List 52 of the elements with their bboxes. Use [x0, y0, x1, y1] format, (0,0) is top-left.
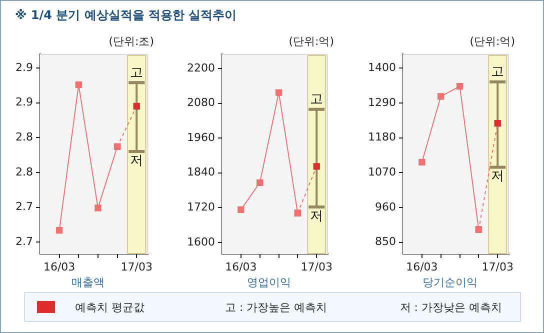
y-axis-title: (단위:억)	[470, 34, 515, 49]
y-tick-label: 850	[375, 235, 396, 248]
point	[438, 93, 444, 100]
y-tick-label: 1840	[187, 166, 215, 179]
y-tick-label: 1400	[368, 61, 396, 74]
point	[56, 226, 63, 234]
y-tick-label: 1290	[368, 96, 396, 109]
point	[418, 158, 426, 166]
point	[256, 179, 264, 186]
point	[456, 82, 464, 90]
point	[275, 89, 282, 96]
text: 저 : 가장낮은 예측치	[400, 300, 502, 315]
y-tick-label: 2.7	[16, 200, 33, 214]
annotation: 고	[491, 64, 504, 80]
x-axis-title: 영업이익	[246, 275, 292, 290]
x-tick-label: 17/03	[120, 260, 152, 274]
x-tick-label: 16/03	[406, 260, 438, 274]
point	[494, 120, 501, 127]
y-tick-label: 2.7	[16, 235, 33, 248]
x-tick-label: 17/03	[300, 260, 332, 274]
annotation: 고	[310, 92, 324, 108]
y-tick-label: 2200	[187, 61, 215, 74]
y-tick-label: 2.8	[16, 165, 33, 178]
y-tick-label: 1600	[187, 235, 215, 248]
annotation: 저	[310, 208, 324, 224]
y-axis-title: (단위:조)	[108, 34, 154, 49]
y-tick-label: 2.9	[16, 60, 33, 74]
y-tick-label: 1070	[368, 166, 396, 179]
point	[133, 102, 140, 110]
y-tick-label: 1720	[187, 200, 215, 214]
y-tick-label: 2.8	[16, 130, 33, 144]
point	[94, 204, 102, 212]
x-tick-label: 16/03	[43, 260, 76, 274]
y-tick-label: 2.9	[16, 96, 33, 109]
point	[313, 163, 320, 170]
annotation: 저	[130, 153, 144, 168]
point	[238, 206, 244, 213]
chart-title: ※ 1/4 분기 예상실적을 적용한 실적추이	[15, 7, 237, 24]
point	[75, 81, 82, 88]
annotation: 저	[491, 169, 504, 184]
y-axis-title: (단위:억)	[288, 34, 334, 49]
x-tick-label: 16/03	[225, 260, 257, 274]
text: 고 : 가장높은 예측치	[225, 300, 328, 315]
x-axis-title: 당기순이익	[422, 275, 478, 290]
y-tick-label: 960	[375, 200, 396, 214]
y-tick-label: 1960	[187, 130, 215, 144]
x-axis-title: 매출액	[70, 275, 106, 290]
x-tick-label: 17/03	[482, 260, 514, 274]
y-tick-label: 2080	[187, 96, 215, 110]
y-tick-label: 1180	[368, 130, 396, 144]
legend-label: 예측치 평균값	[74, 300, 144, 315]
annotation: 고	[130, 65, 144, 80]
